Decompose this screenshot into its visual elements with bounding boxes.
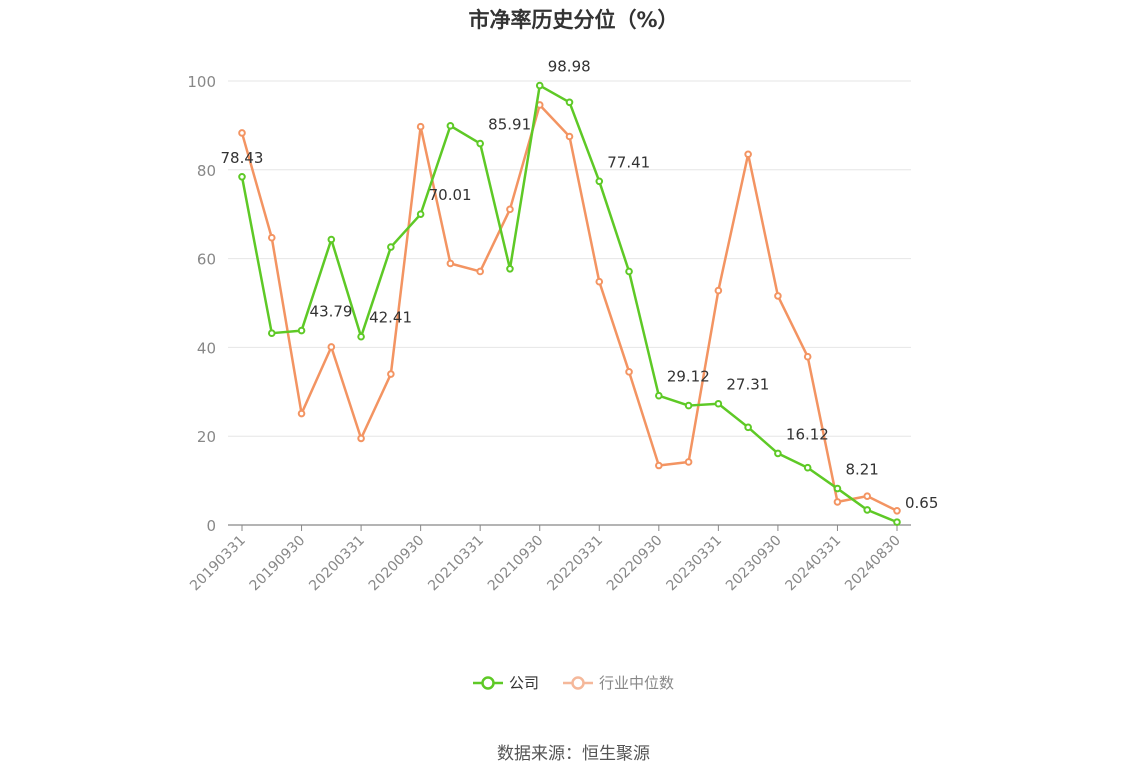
x-tick-label: 20200331: [306, 533, 368, 595]
data-point: [535, 81, 544, 90]
x-tick-label: 20230930: [723, 533, 785, 595]
data-point: [267, 329, 276, 337]
x-tick-label: 20190331: [187, 533, 249, 595]
data-point: [267, 233, 276, 242]
data-point: [833, 484, 842, 493]
x-tick-label: 20240331: [783, 533, 845, 595]
data-point: [357, 434, 365, 443]
y-tick-label: 20: [197, 428, 216, 446]
y-tick-label: 40: [197, 339, 216, 357]
x-tick-label: 20220930: [604, 533, 666, 595]
data-labels: 78.43 43.79 42.41 70.01 85.91 98.98 77.41 29.12…: [221, 58, 939, 513]
data-label: 42.41: [369, 309, 412, 327]
x-axis-ticks: 2019033120190930202003312020093020210331…: [187, 525, 904, 594]
legend-line-circle-icon: [563, 675, 593, 690]
legend-label-industry: 行业中位数: [599, 674, 675, 692]
data-point: [357, 332, 365, 341]
data-label: 29.12: [667, 368, 710, 386]
x-tick-label: 20220331: [544, 533, 606, 595]
data-point: [446, 259, 455, 268]
y-tick-label: 0: [206, 517, 216, 535]
data-point: [863, 492, 872, 500]
data-point: [774, 449, 782, 458]
data-label: 85.91: [488, 116, 531, 134]
data-point: [655, 391, 663, 400]
data-point: [297, 326, 306, 335]
data-point: [387, 370, 395, 378]
data-label: 16.12: [786, 425, 829, 443]
data-point: [387, 243, 395, 251]
y-axis-ticks: 0 20 40 60 80 100: [187, 73, 216, 535]
data-point: [327, 343, 336, 351]
data-point: [744, 150, 752, 159]
data-point: [714, 286, 723, 295]
data-point: [774, 292, 782, 300]
data-point: [565, 98, 574, 107]
data-point: [238, 129, 246, 137]
data-point: [863, 506, 872, 514]
x-tick-label: 20240830: [842, 533, 904, 595]
legend-item-company[interactable]: 公司: [472, 672, 539, 693]
data-point: [744, 423, 752, 432]
x-tick-label: 20190930: [247, 533, 309, 595]
data-point: [625, 267, 633, 276]
y-tick-label: 60: [197, 251, 216, 269]
data-point: [416, 122, 425, 131]
grid-lines: [228, 80, 911, 437]
data-point: [595, 277, 604, 286]
legend-item-industry[interactable]: 行业中位数: [563, 672, 674, 693]
x-tick-label: 20200930: [366, 533, 428, 595]
data-point: [893, 506, 901, 515]
legend-line-circle-icon: [472, 675, 503, 690]
data-label: 0.65: [905, 494, 938, 512]
data-point: [803, 463, 812, 472]
legend-label-company: 公司: [508, 674, 539, 692]
data-label: 77.41: [607, 153, 650, 171]
data-point: [595, 177, 604, 186]
data-point: [684, 458, 693, 466]
data-point: [416, 210, 425, 218]
data-label: 70.01: [429, 186, 472, 204]
y-tick-label: 100: [187, 73, 216, 91]
data-point: [327, 235, 336, 244]
data-point: [625, 368, 633, 376]
data-point: [476, 139, 484, 148]
data-point: [803, 352, 812, 361]
data-label: 98.98: [548, 58, 591, 76]
data-label: 78.43: [221, 149, 264, 167]
data-source: 数据来源：恒生聚源: [497, 744, 650, 764]
data-point: [833, 498, 842, 506]
data-point: [565, 132, 574, 141]
series-layer: [238, 81, 901, 526]
data-point: [238, 172, 246, 181]
data-point: [297, 409, 306, 418]
data-point: [684, 401, 693, 410]
y-tick-label: 80: [197, 162, 216, 180]
data-point: [655, 461, 663, 470]
data-label: 27.31: [726, 376, 769, 394]
data-point: [446, 122, 455, 130]
data-point: [506, 265, 514, 273]
data-label: 43.79: [310, 303, 353, 321]
data-point: [476, 267, 484, 276]
x-tick-label: 20210930: [485, 533, 547, 595]
legend: 公司 行业中位数: [0, 672, 1147, 693]
x-tick-label: 20210331: [425, 533, 487, 595]
data-point: [893, 518, 901, 526]
data-label: 8.21: [845, 461, 878, 479]
data-point: [506, 205, 514, 214]
data-point: [714, 399, 723, 408]
chart-title: 市净率历史分位（%）: [468, 8, 679, 32]
x-tick-label: 20230331: [663, 533, 725, 595]
